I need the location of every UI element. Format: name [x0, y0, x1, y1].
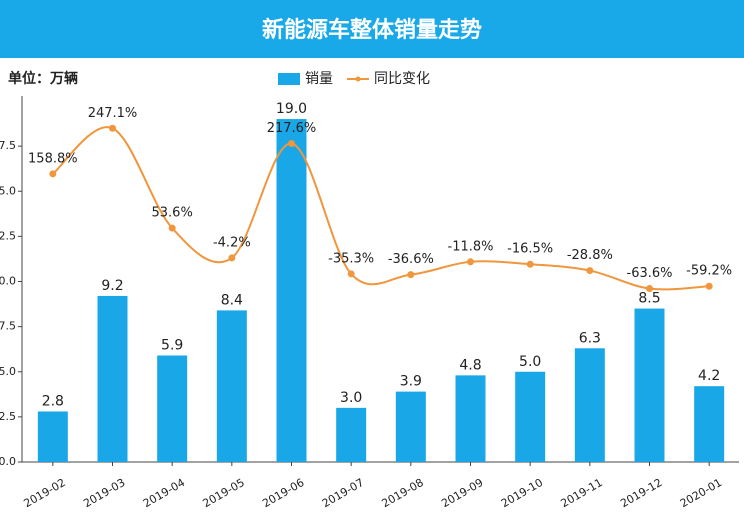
bar-value-label: 2.8: [42, 393, 64, 409]
x-tick-label: 2019-12: [618, 476, 664, 510]
line-value-label: -63.6%: [627, 266, 673, 281]
bar: [157, 355, 188, 462]
bar: [336, 407, 367, 462]
line-value-label: -36.6%: [388, 252, 434, 267]
line-marker: [467, 258, 474, 266]
x-tick-label: 2019-11: [559, 476, 605, 510]
line-value-label: -59.2%: [686, 264, 732, 279]
legend-label: 销量: [305, 71, 333, 87]
y-tick-label: 7.5: [0, 320, 16, 333]
line-marker: [168, 224, 176, 232]
line-marker: [586, 267, 594, 275]
bar: [97, 295, 128, 462]
title-banner: [0, 0, 744, 58]
bar-value-label: 8.4: [221, 292, 243, 308]
y-tick-label: 5.0: [0, 365, 16, 378]
bar-value-label: 19.0: [276, 101, 307, 117]
bar-value-label: 4.2: [698, 368, 720, 384]
y-tick-label: 12.5: [0, 229, 16, 242]
line-value-label: -35.3%: [328, 251, 374, 266]
x-tick-label: 2019-02: [22, 476, 68, 510]
bar: [515, 371, 546, 462]
x-tick-label: 2019-08: [380, 476, 426, 510]
bar: [574, 348, 605, 462]
bar: [634, 308, 665, 462]
bar-value-label: 6.3: [579, 330, 601, 346]
x-tick-label: 2019-10: [499, 476, 545, 510]
chart-title: 新能源车整体销量走势: [262, 17, 482, 43]
x-tick-label: 2019-09: [439, 476, 485, 510]
y-tick-label: 2.5: [0, 410, 16, 423]
y-tick-label: 10.0: [0, 275, 16, 288]
line-value-label: -4.2%: [213, 235, 251, 250]
line-value-label: -16.5%: [507, 242, 553, 257]
line-value-label: 247.1%: [88, 106, 138, 121]
line-marker: [347, 270, 355, 278]
line-marker: [646, 285, 653, 293]
bar-value-label: 8.5: [638, 291, 660, 307]
line-value-label: 53.6%: [152, 206, 193, 221]
bar: [216, 310, 247, 462]
bar-value-label: 5.0: [519, 354, 541, 370]
bar: [694, 386, 725, 462]
line-marker: [705, 282, 713, 290]
line-marker: [288, 139, 295, 147]
line-marker: [228, 254, 236, 262]
line-value-label: -28.8%: [567, 248, 613, 263]
y-tick-label: 0.0: [0, 455, 16, 468]
x-tick-label: 2019-07: [320, 476, 366, 510]
bar: [455, 375, 486, 462]
line-series: [52, 126, 710, 291]
x-tick-label: 2020-01: [678, 476, 724, 510]
line-value-label: 158.8%: [28, 151, 78, 166]
x-tick-label: 2019-03: [81, 476, 127, 510]
line-marker: [49, 170, 57, 178]
bar-value-label: 3.0: [340, 390, 362, 406]
bar-value-label: 9.2: [101, 278, 123, 294]
x-tick-label: 2019-05: [201, 476, 247, 510]
legend-marker: [355, 76, 361, 82]
line-value-label: -11.8%: [448, 239, 494, 254]
unit-label: 单位：万辆: [8, 70, 78, 87]
x-tick-label: 2019-06: [260, 476, 306, 510]
legend-swatch: [278, 73, 300, 85]
bar: [276, 119, 307, 463]
legend-label: 同比变化: [374, 71, 430, 87]
bar: [37, 411, 68, 462]
line-marker: [109, 124, 116, 132]
line-marker: [407, 271, 415, 279]
bar: [395, 391, 426, 462]
line-value-label: 217.6%: [267, 121, 317, 136]
x-tick-label: 2019-04: [141, 476, 187, 510]
bar-value-label: 5.9: [161, 338, 183, 354]
line-marker: [526, 260, 534, 268]
bar-value-label: 3.9: [400, 374, 422, 390]
bar-value-label: 4.8: [459, 357, 481, 373]
y-tick-label: 17.5: [0, 139, 16, 152]
y-tick-label: 15.0: [0, 184, 16, 197]
